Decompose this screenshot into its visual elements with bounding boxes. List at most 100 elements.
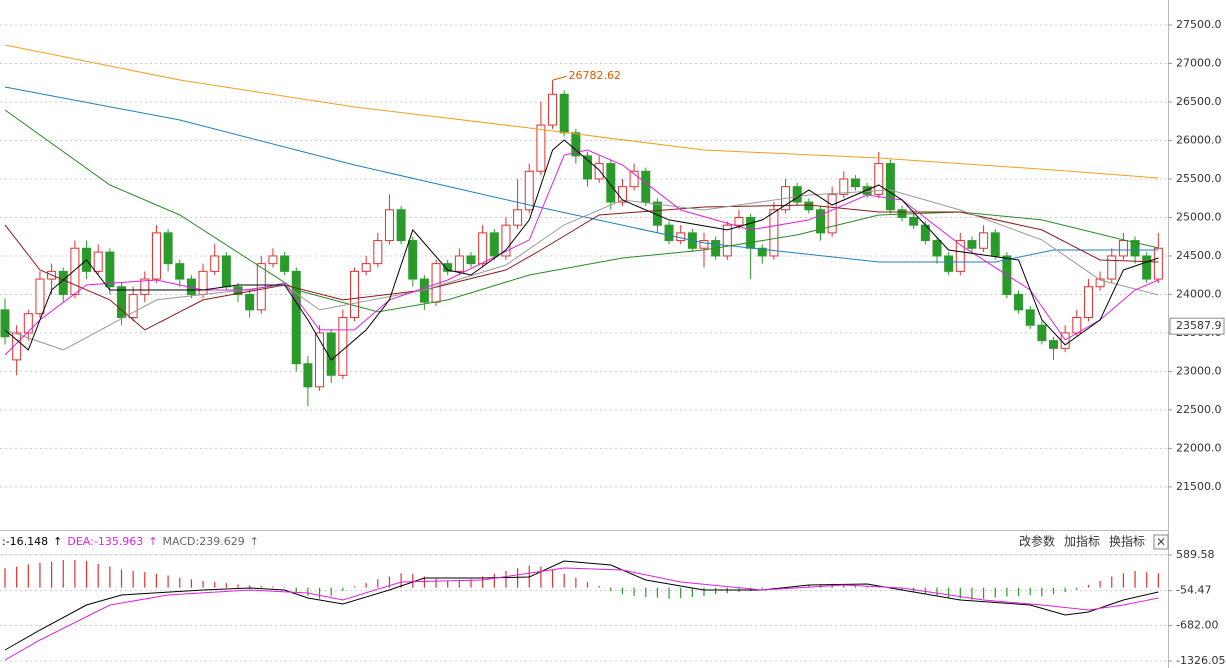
indicator-value: ↑ <box>53 535 62 548</box>
y-tick-label: 589.58 <box>1176 548 1215 561</box>
candle-body <box>1153 247 1163 280</box>
candle-body <box>559 93 569 134</box>
candle-body <box>128 293 138 319</box>
candle-body <box>1049 340 1058 349</box>
candle-body <box>35 278 45 315</box>
y-tick-label: 26000.0 <box>1176 133 1222 146</box>
candle-body <box>210 255 220 272</box>
candle-body <box>315 332 325 388</box>
candle-body <box>384 209 394 242</box>
candle-body <box>478 232 488 265</box>
candle-body <box>524 170 534 211</box>
candle-body <box>676 232 686 242</box>
candle-body <box>909 216 919 226</box>
candle-body <box>12 332 22 361</box>
candle-body <box>350 270 359 319</box>
menu-button[interactable]: 加指标 <box>1064 534 1100 549</box>
candle-body <box>280 255 290 272</box>
candle-body <box>1130 240 1140 257</box>
candle-body <box>944 255 954 272</box>
candle-body <box>1118 240 1128 257</box>
candle-body <box>804 201 814 211</box>
y-tick-label: 24500.0 <box>1176 249 1222 262</box>
y-tick-label: -1326.05 <box>1176 654 1225 667</box>
indicator-line <box>4 86 1159 263</box>
y-tick-label: 25000.0 <box>1176 210 1222 223</box>
y-tick-label: 23000.0 <box>1176 364 1222 377</box>
candle-body <box>489 232 499 257</box>
indicator-line <box>4 189 1159 351</box>
candle-body <box>466 255 476 265</box>
menu-button[interactable]: 换指标 <box>1109 534 1145 549</box>
y-tick-label: 22000.0 <box>1176 441 1222 454</box>
candle-body <box>198 270 208 295</box>
close-button[interactable]: × <box>1156 535 1166 549</box>
y-tick-label: 22500.0 <box>1176 403 1222 416</box>
candle-body <box>932 240 942 257</box>
y-tick-label: 27000.0 <box>1176 57 1222 70</box>
candle-body <box>513 209 523 226</box>
candle-body <box>967 240 977 249</box>
candle-body <box>955 240 965 272</box>
candle-body <box>1072 317 1082 334</box>
indicator-line <box>4 149 1159 356</box>
candle-body <box>338 317 348 376</box>
indicator-value: ↑ <box>250 535 259 548</box>
candle-body <box>291 270 301 365</box>
candle-body <box>0 309 10 338</box>
candle-body <box>641 170 651 203</box>
candle-body <box>571 132 581 157</box>
indicator-line <box>4 567 1159 661</box>
candle-body <box>827 193 837 234</box>
indicator-line <box>4 109 1159 313</box>
candle-body <box>1014 293 1024 311</box>
candle-body <box>722 224 732 257</box>
candle-body <box>408 240 418 280</box>
candle-body <box>629 170 639 188</box>
indicator-value: ↑ <box>148 535 157 548</box>
y-tick-label: 26500.0 <box>1176 95 1222 108</box>
candle-body <box>769 209 779 257</box>
candle-body <box>361 263 371 272</box>
candle-body <box>699 240 709 249</box>
y-tick-label: 25500.0 <box>1176 172 1222 185</box>
candle-body <box>175 263 185 280</box>
candle-body <box>583 155 592 180</box>
close-box <box>1153 534 1169 550</box>
candle-body <box>303 363 313 388</box>
candle-body <box>850 178 860 188</box>
menu-button[interactable]: 改参数 <box>1019 534 1055 549</box>
candle-body <box>117 286 126 319</box>
candle-body <box>105 251 115 288</box>
candle-body <box>734 216 744 226</box>
candle-body <box>326 332 336 376</box>
y-tick-label: 24000.0 <box>1176 287 1222 300</box>
candle-body <box>268 255 278 265</box>
indicator-value: MACD:239.629 <box>163 535 245 548</box>
candle-body <box>1107 255 1117 280</box>
annotation: 26782.62 <box>569 69 622 82</box>
candle-body <box>874 163 884 195</box>
candle-body <box>140 278 150 295</box>
candle-body <box>606 163 616 203</box>
candle-body <box>885 163 895 211</box>
candle-body <box>757 247 767 257</box>
indicator-value: DEA:-135.963 <box>67 535 143 548</box>
candle-body <box>373 240 383 265</box>
candle-body <box>501 224 511 257</box>
candle-body <box>93 251 103 272</box>
candle-body <box>151 232 161 280</box>
y-tick-label: 21500.0 <box>1176 480 1222 493</box>
candle-body <box>245 293 255 311</box>
candle-body <box>1037 324 1047 342</box>
candle-body <box>443 263 453 272</box>
candle-body <box>990 232 1000 257</box>
indicator-line <box>4 560 1159 651</box>
candle-body <box>70 247 80 295</box>
indicator-value: :-16.148 <box>2 535 48 548</box>
y-tick-label: -682.00 <box>1176 618 1218 631</box>
indicator-line <box>4 44 1159 179</box>
candle-body <box>23 313 33 334</box>
